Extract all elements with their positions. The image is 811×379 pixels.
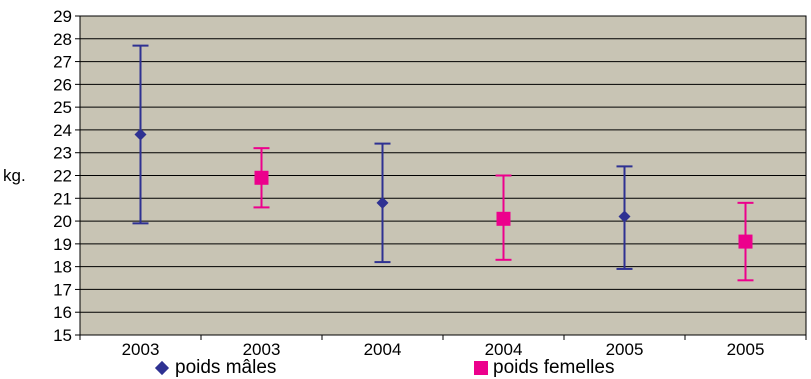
x-axis: 2003 2003 2004 2004 2005 2005: [79, 335, 807, 359]
legend-label-males: poids mâles: [175, 357, 277, 378]
y-tick-label: 27: [53, 53, 72, 72]
y-tick-label: 29: [53, 7, 72, 26]
y-tick-label: 18: [53, 258, 72, 277]
x-tick-label: 2003: [243, 340, 281, 359]
y-tick-label: 22: [53, 167, 72, 186]
data-point-square: [254, 170, 269, 185]
data-point-square: [496, 211, 511, 226]
y-axis-label: kg.: [3, 166, 26, 185]
y-tick-label: 17: [53, 280, 72, 299]
legend-label-females: poids femelles: [493, 357, 615, 378]
y-tick-label: 28: [53, 30, 72, 49]
y-tick-label: 23: [53, 144, 72, 163]
y-tick-label: 20: [53, 212, 72, 231]
y-tick-label: 21: [53, 189, 72, 208]
y-tick-label: 15: [53, 326, 72, 345]
data-point-diamond: [618, 210, 631, 223]
data-point-square: [738, 234, 753, 249]
y-tick-label: 26: [53, 75, 72, 94]
legend-item-females: poids femelles: [474, 357, 614, 379]
y-tick-label: 19: [53, 235, 72, 254]
y-tick-label: 24: [53, 121, 72, 140]
data-point-diamond: [134, 128, 147, 141]
series-layer: [132, 44, 754, 282]
x-tick-label: 2003: [122, 340, 160, 359]
y-axis: 15 16 17 18 19 20 21 22 23 24 25 26 27 28 29: [53, 7, 80, 345]
diamond-marker-icon: [154, 360, 170, 376]
x-tick-label: 2005: [727, 340, 765, 359]
y-tick-label: 16: [53, 303, 72, 322]
x-tick-label: 2004: [364, 340, 402, 359]
x-tick-label: 2005: [606, 340, 644, 359]
square-marker-icon: [474, 361, 488, 375]
y-tick-label: 25: [53, 98, 72, 117]
x-tick-label: 2004: [485, 340, 523, 359]
plot-border: [79, 15, 807, 336]
legend-item-males: poids mâles: [154, 357, 277, 379]
data-point-diamond: [376, 196, 389, 209]
